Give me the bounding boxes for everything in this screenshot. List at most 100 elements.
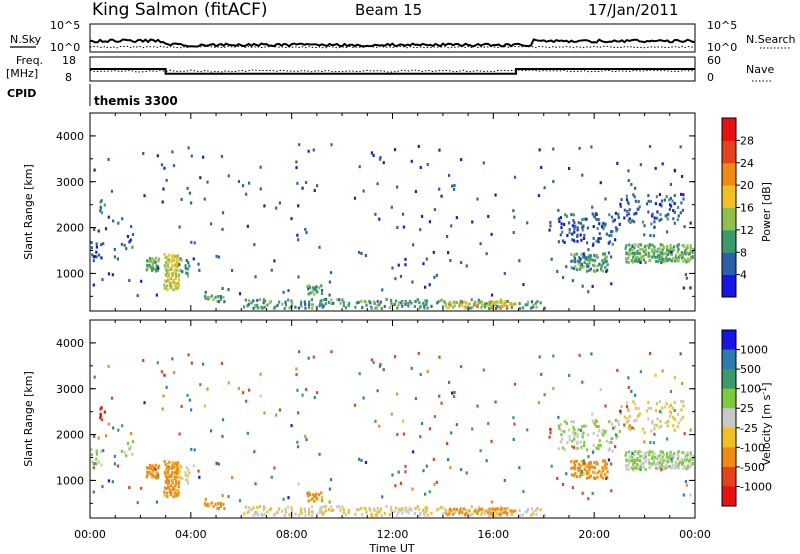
velocity-cell	[660, 463, 664, 467]
velocity-cell	[176, 470, 179, 474]
velocity-cell	[308, 509, 311, 513]
beam-title: Beam 15	[355, 1, 422, 19]
freq-trace	[90, 68, 695, 75]
power-cell	[468, 302, 471, 306]
power-cell	[383, 304, 386, 308]
nave-tick-low: 0	[707, 71, 714, 84]
power-cell	[578, 267, 581, 271]
velocity-cell	[572, 420, 575, 424]
nsky-panel	[89, 23, 696, 53]
power-cell	[100, 199, 103, 203]
velocity-noise-cell	[107, 422, 110, 426]
power-noise-cell	[296, 181, 299, 185]
velocity-noise-cell	[296, 388, 299, 392]
power-cell	[636, 252, 639, 256]
velocity-cell	[175, 467, 179, 471]
power-cell	[581, 228, 584, 232]
power-cell	[483, 302, 487, 306]
velocity-noise-cell	[540, 372, 543, 376]
power-noise-cell	[296, 233, 299, 237]
power-cell	[629, 221, 632, 225]
power-cell	[473, 302, 476, 306]
power-cell	[308, 302, 311, 306]
power-cell	[663, 198, 667, 202]
power-cell	[100, 256, 103, 260]
velocity-cell	[633, 466, 636, 470]
velocity-cell	[676, 425, 679, 429]
velocity-colorbar-tick-label: 25	[740, 402, 754, 415]
velocity-noise-cell	[661, 369, 664, 373]
power-noise-cell	[404, 263, 407, 267]
velocity-noise-cell	[579, 464, 582, 468]
velocity-noise-cell	[537, 401, 541, 405]
velocity-noise-cell	[460, 365, 463, 369]
velocity-noise-cell	[639, 468, 642, 472]
velocity-cell	[100, 450, 103, 454]
power-cell	[660, 204, 663, 208]
velocity-cell	[407, 511, 410, 515]
power-noise-cell	[512, 209, 515, 213]
power-cell	[691, 250, 694, 254]
power-cell	[671, 249, 674, 253]
power-cell	[148, 256, 152, 260]
velocity-colorbar-label-main: Velocity [m s	[760, 394, 773, 465]
power-cell	[318, 302, 322, 306]
velocity-cell	[568, 438, 571, 442]
power-cell	[170, 267, 173, 271]
power-cell	[608, 234, 611, 238]
power-noise-cell	[422, 262, 425, 266]
power-cell	[167, 258, 170, 262]
power-cell	[605, 232, 608, 236]
power-cell	[146, 259, 149, 263]
velocity-cell	[593, 461, 596, 465]
velocity-noise-cell	[428, 427, 432, 431]
power-noise-cell	[587, 248, 590, 252]
power-cell	[172, 274, 175, 278]
power-cell	[669, 252, 672, 256]
power-cell	[604, 265, 607, 269]
power-cell	[616, 227, 619, 231]
power-cell	[651, 255, 654, 259]
power-cell	[604, 254, 607, 258]
power-cell	[312, 286, 315, 290]
power-cell	[496, 304, 499, 308]
power-cell	[573, 254, 576, 258]
velocity-cell	[303, 507, 306, 511]
velocity-cell	[617, 423, 620, 426]
velocity-noise-cell	[682, 493, 685, 497]
velocity-cell	[598, 439, 601, 443]
power-cell	[370, 307, 374, 311]
power-noise-cell	[471, 220, 474, 224]
power-cell	[558, 219, 561, 223]
power-cell	[648, 243, 652, 247]
velocity-cell	[560, 429, 563, 433]
velocity-cell	[666, 452, 669, 456]
power-noise-cell	[572, 238, 575, 242]
power-noise-cell	[599, 181, 602, 185]
velocity-noise-cell	[451, 391, 454, 395]
velocity-noise-cell	[526, 428, 529, 432]
power-cell	[639, 243, 643, 247]
velocity-noise-cell	[557, 415, 560, 419]
power-cell	[636, 249, 639, 253]
power-cell	[658, 218, 661, 222]
velocity-noise-cell	[543, 393, 546, 397]
velocity-cell	[592, 443, 595, 447]
velocity-cell	[561, 446, 565, 450]
velocity-cell	[625, 401, 628, 405]
power-cell	[178, 263, 181, 267]
velocity-noise-cell	[358, 457, 361, 461]
velocity-cell	[625, 467, 628, 471]
power-noise-cell	[479, 242, 482, 246]
power-noise-cell	[290, 217, 293, 221]
velocity-cell	[499, 513, 503, 517]
power-cell	[407, 301, 410, 305]
velocity-noise-cell	[639, 370, 642, 374]
velocity-cell	[645, 409, 649, 413]
velocity-noise-cell	[433, 482, 436, 486]
power-cell	[479, 300, 482, 304]
power-cell	[656, 249, 659, 253]
velocity-noise-cell	[379, 362, 382, 366]
velocity-cell	[561, 437, 564, 441]
power-noise-cell	[203, 197, 206, 201]
